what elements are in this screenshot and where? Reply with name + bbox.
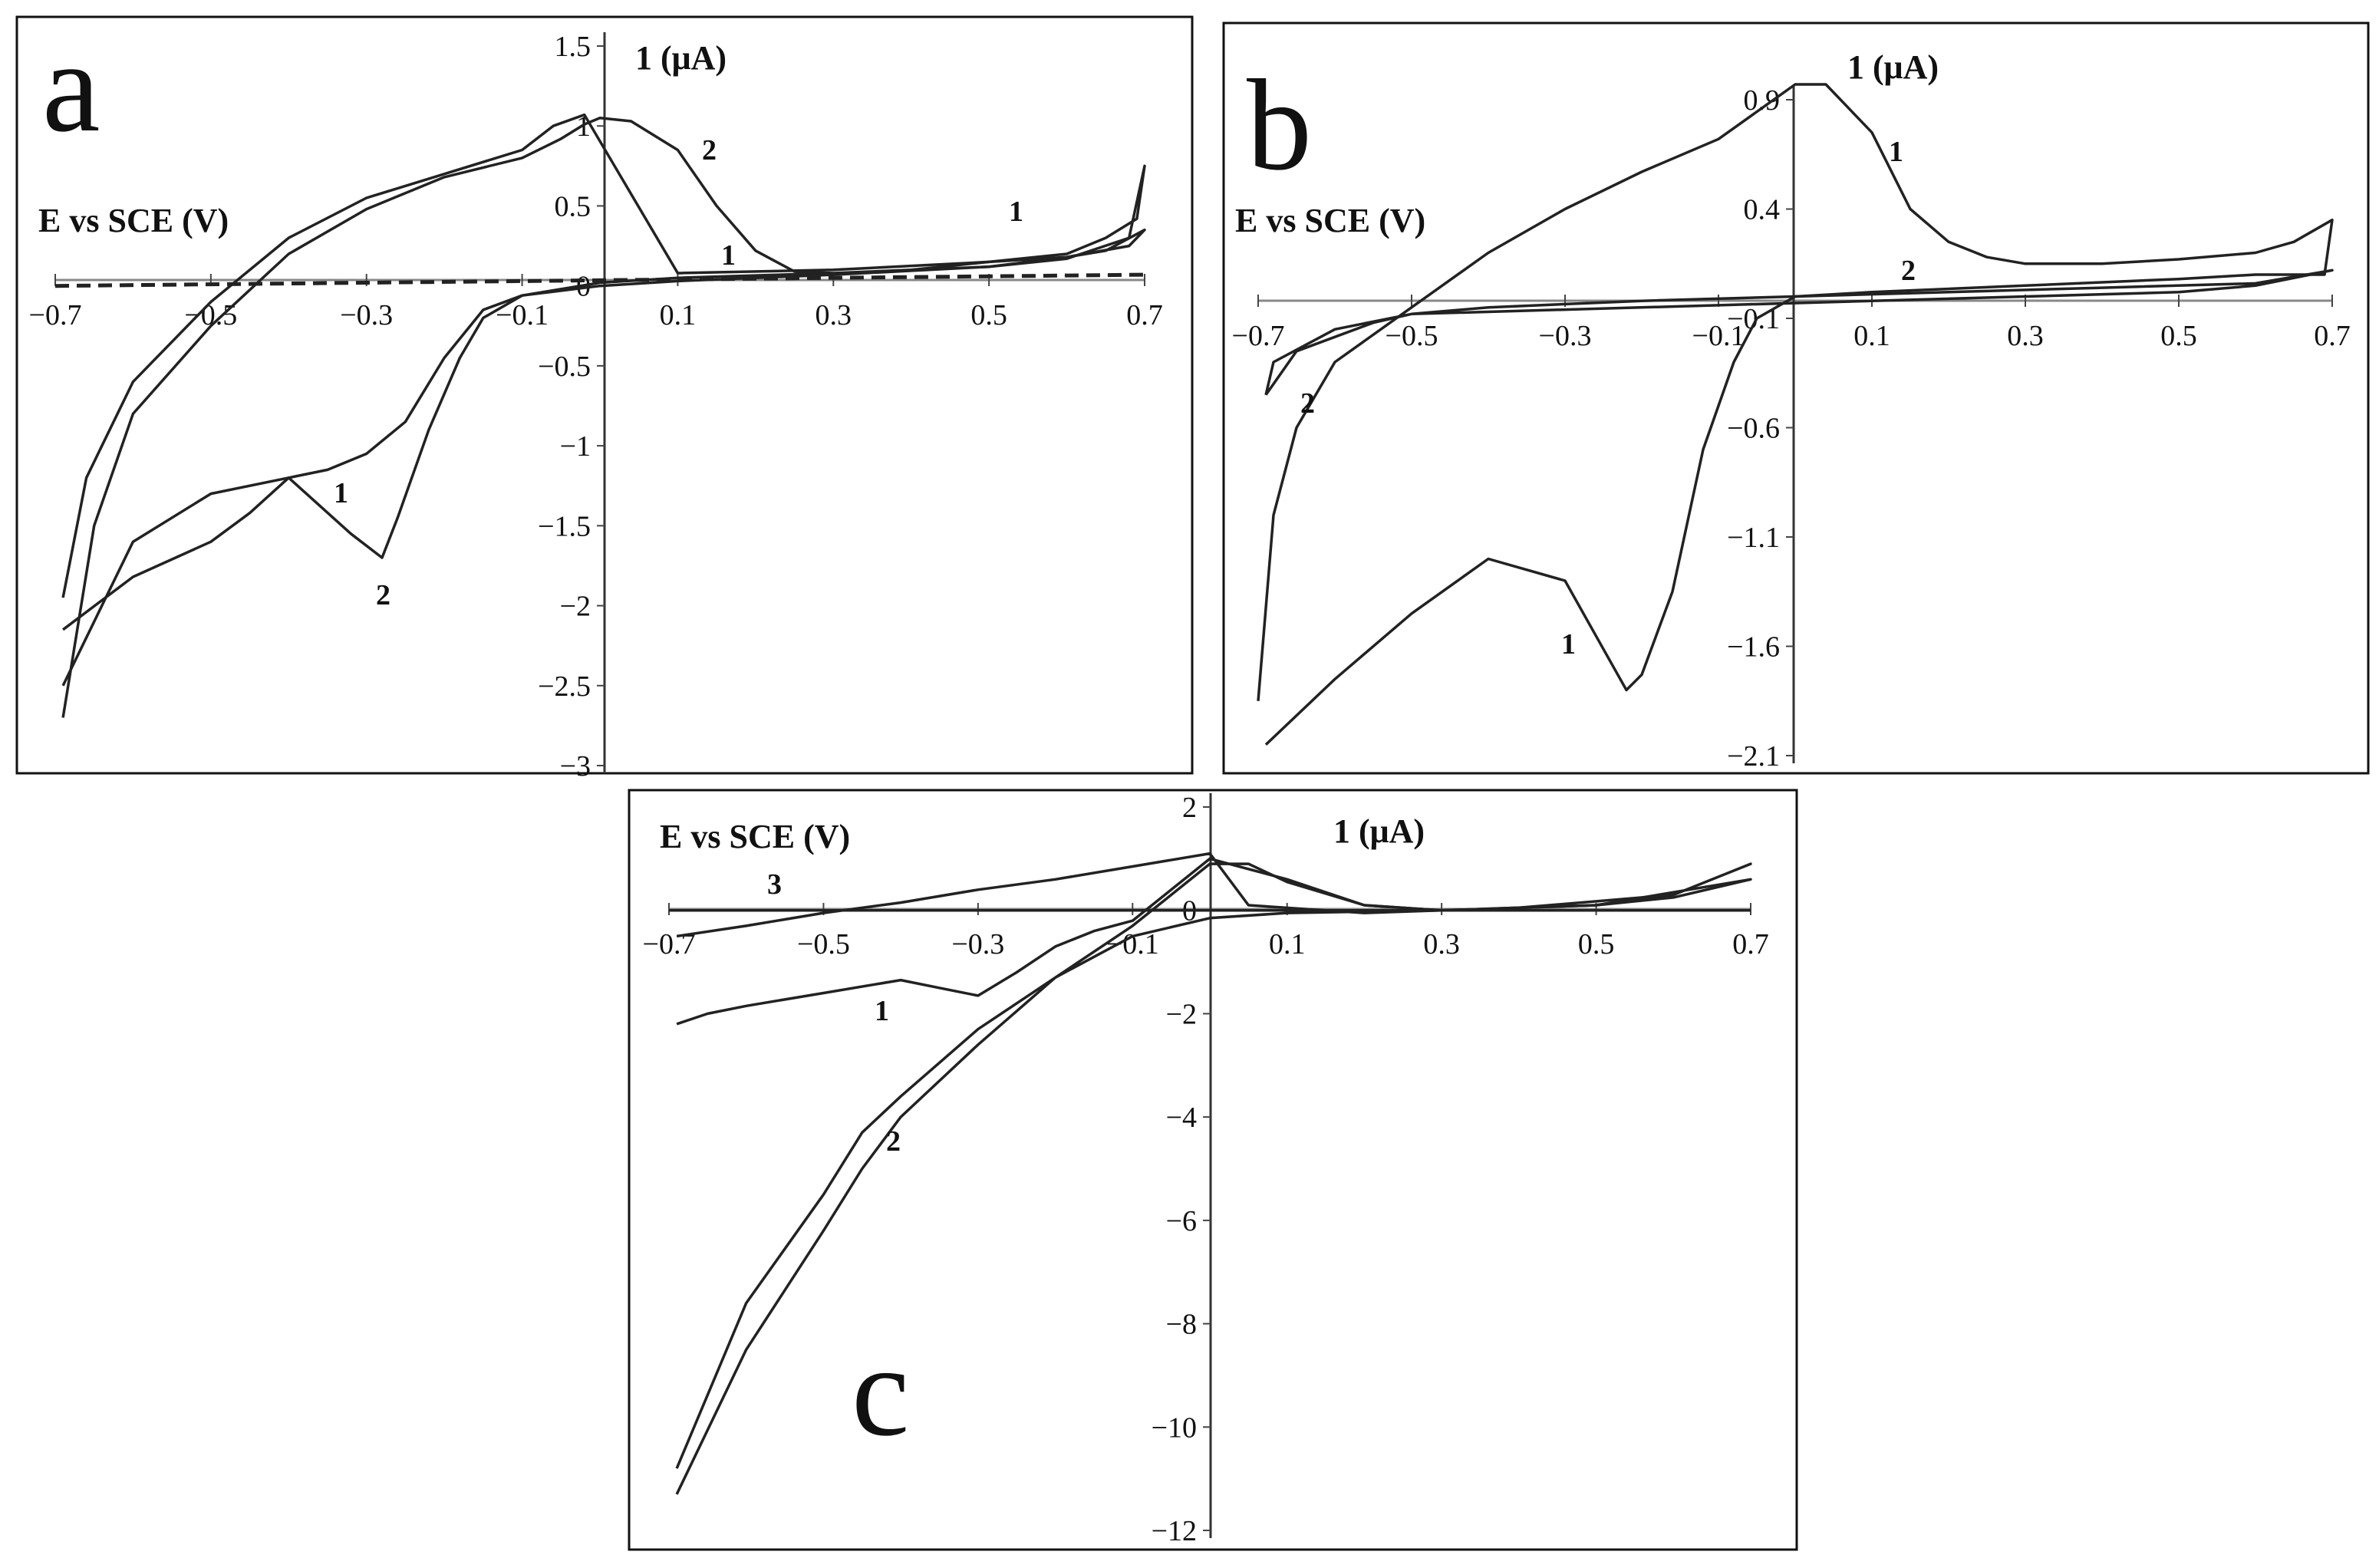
panel-a-curve-1 <box>61 113 1146 631</box>
panel-c-letter: c <box>852 1319 909 1463</box>
panel-c-ylabel: 1 (μA) <box>1333 812 1425 850</box>
panel-b-x-tick-label: −0.1 <box>1692 320 1745 352</box>
panel-b-ticks: −0.7 −0.5 −0.3 −0.1 0.1 0.3 0.5 0.70.90.4−0.1−0… <box>1232 84 2351 772</box>
panel-b-curve-label: 2 <box>1300 387 1315 420</box>
panel-c-xlabel: E vs SCE (V) <box>660 818 850 855</box>
panel-c-y-tick-label: 2 <box>1182 792 1197 824</box>
panel-c-curve-2 <box>675 862 1752 1495</box>
panel-a-x-tick-label: 0.3 <box>816 299 852 331</box>
panel-c-y-tick-label: −8 <box>1166 1309 1197 1341</box>
panel-b-curves <box>1257 83 2334 746</box>
panel-c-y-tick-label: −4 <box>1166 1102 1197 1134</box>
panel-a-y-tick-label: −3 <box>560 750 591 782</box>
panel-a-x-tick-label: −0.1 <box>496 299 549 331</box>
panel-b-y-tick-label: −0.1 <box>1727 303 1780 335</box>
panel-a-y-tick-label: −2 <box>560 591 591 623</box>
panel-a-curve-2 <box>61 117 1146 718</box>
panel-b: b E vs SCE (V) 1 (μA) −0.7 −0.5 −0.3 −0.1 0.… <box>1222 21 2370 775</box>
panel-a-curve-label: 2 <box>376 579 390 611</box>
panel-a-curve-label: 2 <box>702 134 717 166</box>
panel-c: c E vs SCE (V) 1 (μA) −0.7 −0.5 −0.3 −0.1 0.… <box>628 789 1798 1551</box>
panel-b-curve-label: 2 <box>1901 255 1916 287</box>
panel-b-y-tick-label: −1.1 <box>1727 522 1780 554</box>
panel-c-x-tick-label: 0.5 <box>1578 928 1615 960</box>
panel-b-ylabel: 1 (μA) <box>1847 48 1939 86</box>
panel-a-x-tick-label: −0.3 <box>340 299 393 331</box>
panel-c-y-tick-label: −2 <box>1166 998 1197 1030</box>
panel-a-xlabel: E vs SCE (V) <box>38 202 229 239</box>
panel-a-ticks: −0.7 −0.5 −0.3 −0.1 0.1 0.3 0.5 0.71.510.50−0.5… <box>29 31 1163 782</box>
panel-c-y-tick-label: −6 <box>1166 1205 1197 1237</box>
panel-b-y-tick-label: −0.6 <box>1727 413 1780 445</box>
panel-a-y-tick-label: 1.5 <box>555 31 591 63</box>
panel-b-curve-label: 1 <box>1561 628 1576 660</box>
panel-c-frame <box>628 789 1798 1551</box>
panel-c-curve-labels: 3 1 2 <box>767 868 901 1158</box>
panel-b-x-tick-label: −0.5 <box>1386 320 1438 352</box>
panel-b-letter: b <box>1247 53 1312 197</box>
panel-b-x-tick-label: −0.7 <box>1232 320 1285 352</box>
panel-c-x-tick-label: 0.7 <box>1732 928 1769 960</box>
panel-a-curve-label: 1 <box>721 239 736 272</box>
panel-c-x-tick-label: 0.1 <box>1269 928 1306 960</box>
panel-a-curve-blank <box>54 272 1145 288</box>
panel-a-y-tick-label: −0.5 <box>538 351 591 383</box>
panel-a-curve-label: 1 <box>1009 196 1023 228</box>
panel-a-y-tick-label: −1 <box>560 430 591 463</box>
panel-a-x-tick-label: 0.5 <box>970 299 1007 331</box>
panel-b-y-tick-label: −1.6 <box>1727 631 1780 664</box>
panel-b-curve-1 <box>1257 83 2334 746</box>
panel-a-y-tick-label: −1.5 <box>538 510 591 542</box>
panel-a-y-tick-label: 0.5 <box>555 190 591 222</box>
panel-c-curve-label: 1 <box>875 995 889 1027</box>
panel-b-x-tick-label: −0.3 <box>1539 320 1592 352</box>
panel-b-x-tick-label: 0.7 <box>2314 320 2351 352</box>
panel-a-x-tick-label: 0.7 <box>1126 299 1163 331</box>
panel-c-x-tick-label: −0.3 <box>951 928 1004 960</box>
panel-c-y-tick-label: −10 <box>1152 1412 1197 1444</box>
panel-b-x-tick-label: 0.1 <box>1853 320 1890 352</box>
panel-c-curve-label: 2 <box>886 1125 901 1158</box>
panel-a-x-tick-label: 0.1 <box>660 299 697 331</box>
panel-a-x-tick-label: −0.7 <box>29 299 82 331</box>
panel-a-curve-label: 1 <box>334 477 348 509</box>
panel-b-curve-label: 1 <box>1889 136 1903 168</box>
panel-a-curves <box>54 113 1146 718</box>
panel-b-xlabel: E vs SCE (V) <box>1235 202 1425 239</box>
panel-b-y-tick-label: 0.4 <box>1744 194 1781 226</box>
panel-a-ylabel: 1 (μA) <box>635 39 727 77</box>
panel-a-letter: a <box>42 15 100 159</box>
panel-b-x-tick-label: 0.5 <box>2160 320 2197 352</box>
panel-a: a E vs SCE (V) 1 (μA) −0.7 −0.5 −0.3 −0.1 0.… <box>15 15 1194 782</box>
panel-b-x-tick-label: 0.3 <box>2007 320 2044 352</box>
panel-a-curve-labels: 2 1 1 2 1 <box>334 134 1023 611</box>
panel-c-y-tick-label: −12 <box>1152 1515 1197 1547</box>
panel-b-curve-labels: 1 2 2 1 <box>1300 136 1916 660</box>
panel-b-y-tick-label: −2.1 <box>1727 740 1780 772</box>
panel-c-x-tick-label: −0.7 <box>643 928 696 960</box>
panel-c-curves <box>669 852 1752 1495</box>
panel-c-x-tick-label: −0.5 <box>797 928 850 960</box>
panel-c-x-tick-label: 0.3 <box>1423 928 1460 960</box>
panel-a-y-tick-label: −2.5 <box>538 670 591 703</box>
panel-c-curve-label: 3 <box>767 868 782 901</box>
panel-b-frame <box>1222 21 2370 775</box>
panel-b-curve-2 <box>1264 268 2334 396</box>
